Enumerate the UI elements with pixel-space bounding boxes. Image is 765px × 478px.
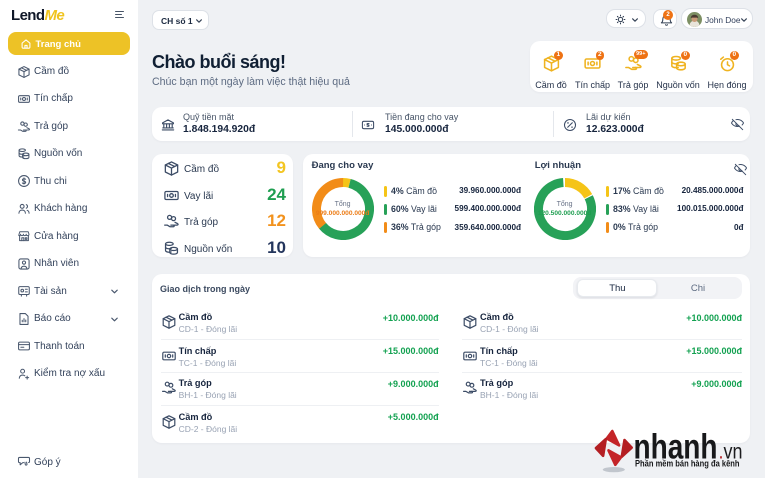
svg-text:Phần mềm bán hàng đa kênh: Phần mềm bán hàng đa kênh bbox=[635, 459, 740, 469]
svg-text:.vn: .vn bbox=[719, 440, 743, 463]
svg-text:nhanh: nhanh bbox=[634, 428, 718, 467]
